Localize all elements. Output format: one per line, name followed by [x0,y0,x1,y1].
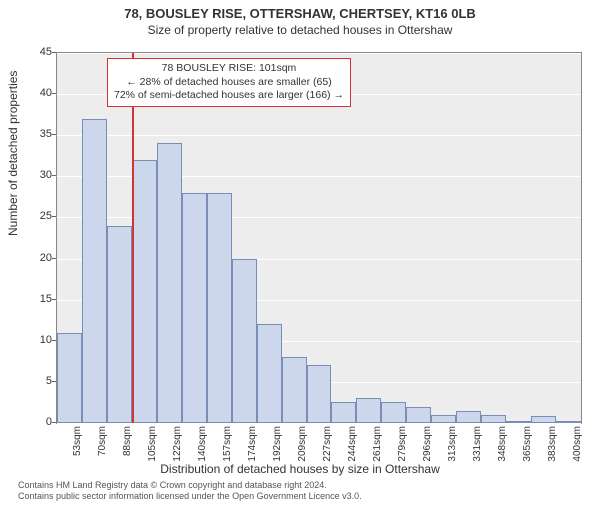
x-tick-label: 261sqm [372,426,383,476]
histogram-chart [56,52,582,424]
x-tick-label: 331sqm [472,426,483,476]
x-tick-label: 279sqm [397,426,408,476]
x-tick-label: 313sqm [447,426,458,476]
x-tick-label: 209sqm [297,426,308,476]
annotation-line: ← 28% of detached houses are smaller (65… [114,76,344,90]
reference-line [132,53,134,423]
y-tick-label: 35 [24,128,52,140]
histogram-bar [431,415,456,423]
x-tick-label: 174sqm [247,426,258,476]
x-tick-label: 348sqm [497,426,508,476]
x-tick-label: 88sqm [122,426,133,476]
histogram-bar [506,421,531,423]
x-tick-label: 192sqm [272,426,283,476]
x-tick-label: 157sqm [222,426,233,476]
histogram-bar [132,160,157,423]
histogram-bar [257,324,282,423]
x-tick-label: 70sqm [97,426,108,476]
histogram-bar [531,416,556,423]
histogram-bar [481,415,506,423]
x-tick-label: 140sqm [197,426,208,476]
y-tick-label: 40 [24,87,52,99]
y-tick-mark [52,381,56,382]
histogram-bar [381,402,406,423]
x-tick-label: 53sqm [72,426,83,476]
footer-attribution: Contains HM Land Registry data © Crown c… [18,480,362,502]
histogram-bar [307,365,332,423]
annotation-line: 72% of semi-detached houses are larger (… [114,89,344,103]
histogram-bar [57,333,82,423]
y-tick-label: 5 [24,375,52,387]
footer-line: Contains HM Land Registry data © Crown c… [18,480,362,491]
x-tick-label: 383sqm [547,426,558,476]
annotation-callout: 78 BOUSLEY RISE: 101sqm← 28% of detached… [107,58,351,107]
y-tick-mark [52,52,56,53]
y-tick-mark [52,340,56,341]
histogram-bar [331,402,356,423]
page-subtitle: Size of property relative to detached ho… [0,23,600,37]
x-tick-label: 227sqm [322,426,333,476]
x-tick-label: 105sqm [147,426,158,476]
gridline [57,135,581,136]
histogram-bar [406,407,431,423]
y-tick-label: 45 [24,46,52,58]
y-axis-label: Number of detached properties [6,71,20,236]
y-tick-mark [52,93,56,94]
y-tick-label: 30 [24,169,52,181]
y-tick-mark [52,216,56,217]
histogram-bar [157,143,182,423]
x-tick-label: 365sqm [522,426,533,476]
histogram-bar [182,193,207,423]
y-tick-mark [52,299,56,300]
x-tick-label: 296sqm [422,426,433,476]
histogram-bar [456,411,481,423]
x-tick-label: 122sqm [172,426,183,476]
histogram-bar [107,226,132,423]
y-tick-mark [52,258,56,259]
y-tick-mark [52,134,56,135]
histogram-bar [207,193,232,423]
y-tick-label: 0 [24,416,52,428]
page-title: 78, BOUSLEY RISE, OTTERSHAW, CHERTSEY, K… [0,6,600,21]
y-tick-label: 25 [24,210,52,222]
histogram-bar [356,398,381,423]
histogram-bar [556,421,581,423]
y-tick-mark [52,175,56,176]
annotation-line: 78 BOUSLEY RISE: 101sqm [114,62,344,76]
y-tick-label: 20 [24,252,52,264]
x-tick-label: 244sqm [347,426,358,476]
y-tick-label: 15 [24,293,52,305]
histogram-bar [82,119,107,423]
gridline [57,53,581,54]
x-tick-label: 400sqm [572,426,583,476]
y-tick-label: 10 [24,334,52,346]
y-tick-mark [52,422,56,423]
histogram-bar [282,357,307,423]
gridline [57,423,581,424]
histogram-bar [232,259,257,423]
